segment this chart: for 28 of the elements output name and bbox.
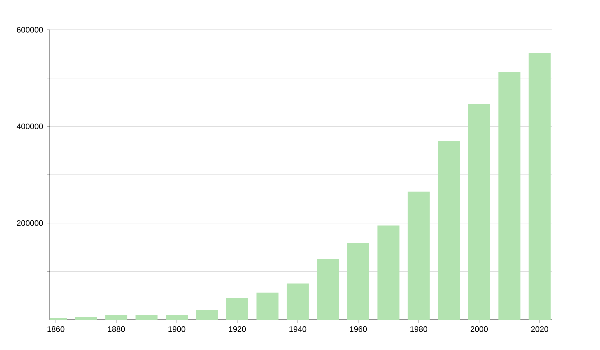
- x-tick-label: 1900: [168, 326, 186, 332]
- x-tick-label: 1940: [290, 326, 307, 332]
- bar: [286, 284, 309, 320]
- bar: [256, 292, 279, 320]
- x-tick-label: 1960: [350, 326, 368, 332]
- bar: [166, 315, 188, 320]
- bar: [378, 226, 400, 320]
- bar: [347, 243, 370, 320]
- bar: [498, 72, 521, 320]
- bar: [438, 141, 460, 320]
- x-tick-label: 2000: [470, 326, 488, 332]
- x-tick-label: 1880: [108, 326, 126, 332]
- x-tick-label: 1980: [410, 326, 428, 332]
- y-tick-label: 600000: [17, 27, 44, 33]
- bar: [75, 317, 98, 320]
- x-tick-label: 2020: [531, 326, 548, 332]
- bar: [468, 104, 490, 320]
- bar: [408, 192, 430, 320]
- x-tick-label: 1920: [229, 326, 246, 332]
- bar: [317, 259, 340, 320]
- bar: [196, 310, 218, 320]
- y-tick-label: 200000: [17, 220, 44, 226]
- bar: [136, 315, 158, 320]
- x-tick-label: 1860: [48, 326, 65, 332]
- bar: [226, 298, 248, 320]
- y-tick-label: 400000: [16, 124, 44, 130]
- bar: [528, 53, 551, 320]
- bar: [106, 315, 128, 320]
